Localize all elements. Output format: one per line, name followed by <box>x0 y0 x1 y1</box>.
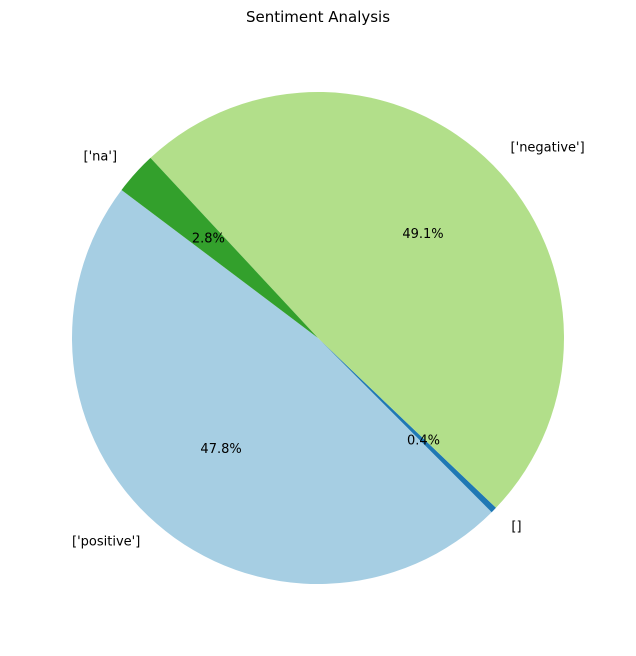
pie-slice <box>71 189 492 585</box>
pie-slice <box>150 91 565 508</box>
slice-category-label: ['negative'] <box>511 140 585 155</box>
slice-percent-label: 0.4% <box>407 434 440 449</box>
slice-percent-label: 49.1% <box>402 227 443 242</box>
slice-category-label: [] <box>511 520 521 535</box>
slice-percent-label: 47.8% <box>200 442 241 457</box>
slice-category-label: ['na'] <box>84 149 118 164</box>
pie-slice <box>318 338 496 513</box>
slice-category-label: ['positive'] <box>72 535 140 550</box>
chart-title: Sentiment Analysis <box>246 8 390 26</box>
pie-slice <box>121 157 318 338</box>
labels-group: 47.8% ['positive'] 0.4% [] 49.1% ['negative']… <box>72 140 585 549</box>
slice-percent-label: 2.8% <box>192 232 225 247</box>
slices-group <box>71 91 565 585</box>
